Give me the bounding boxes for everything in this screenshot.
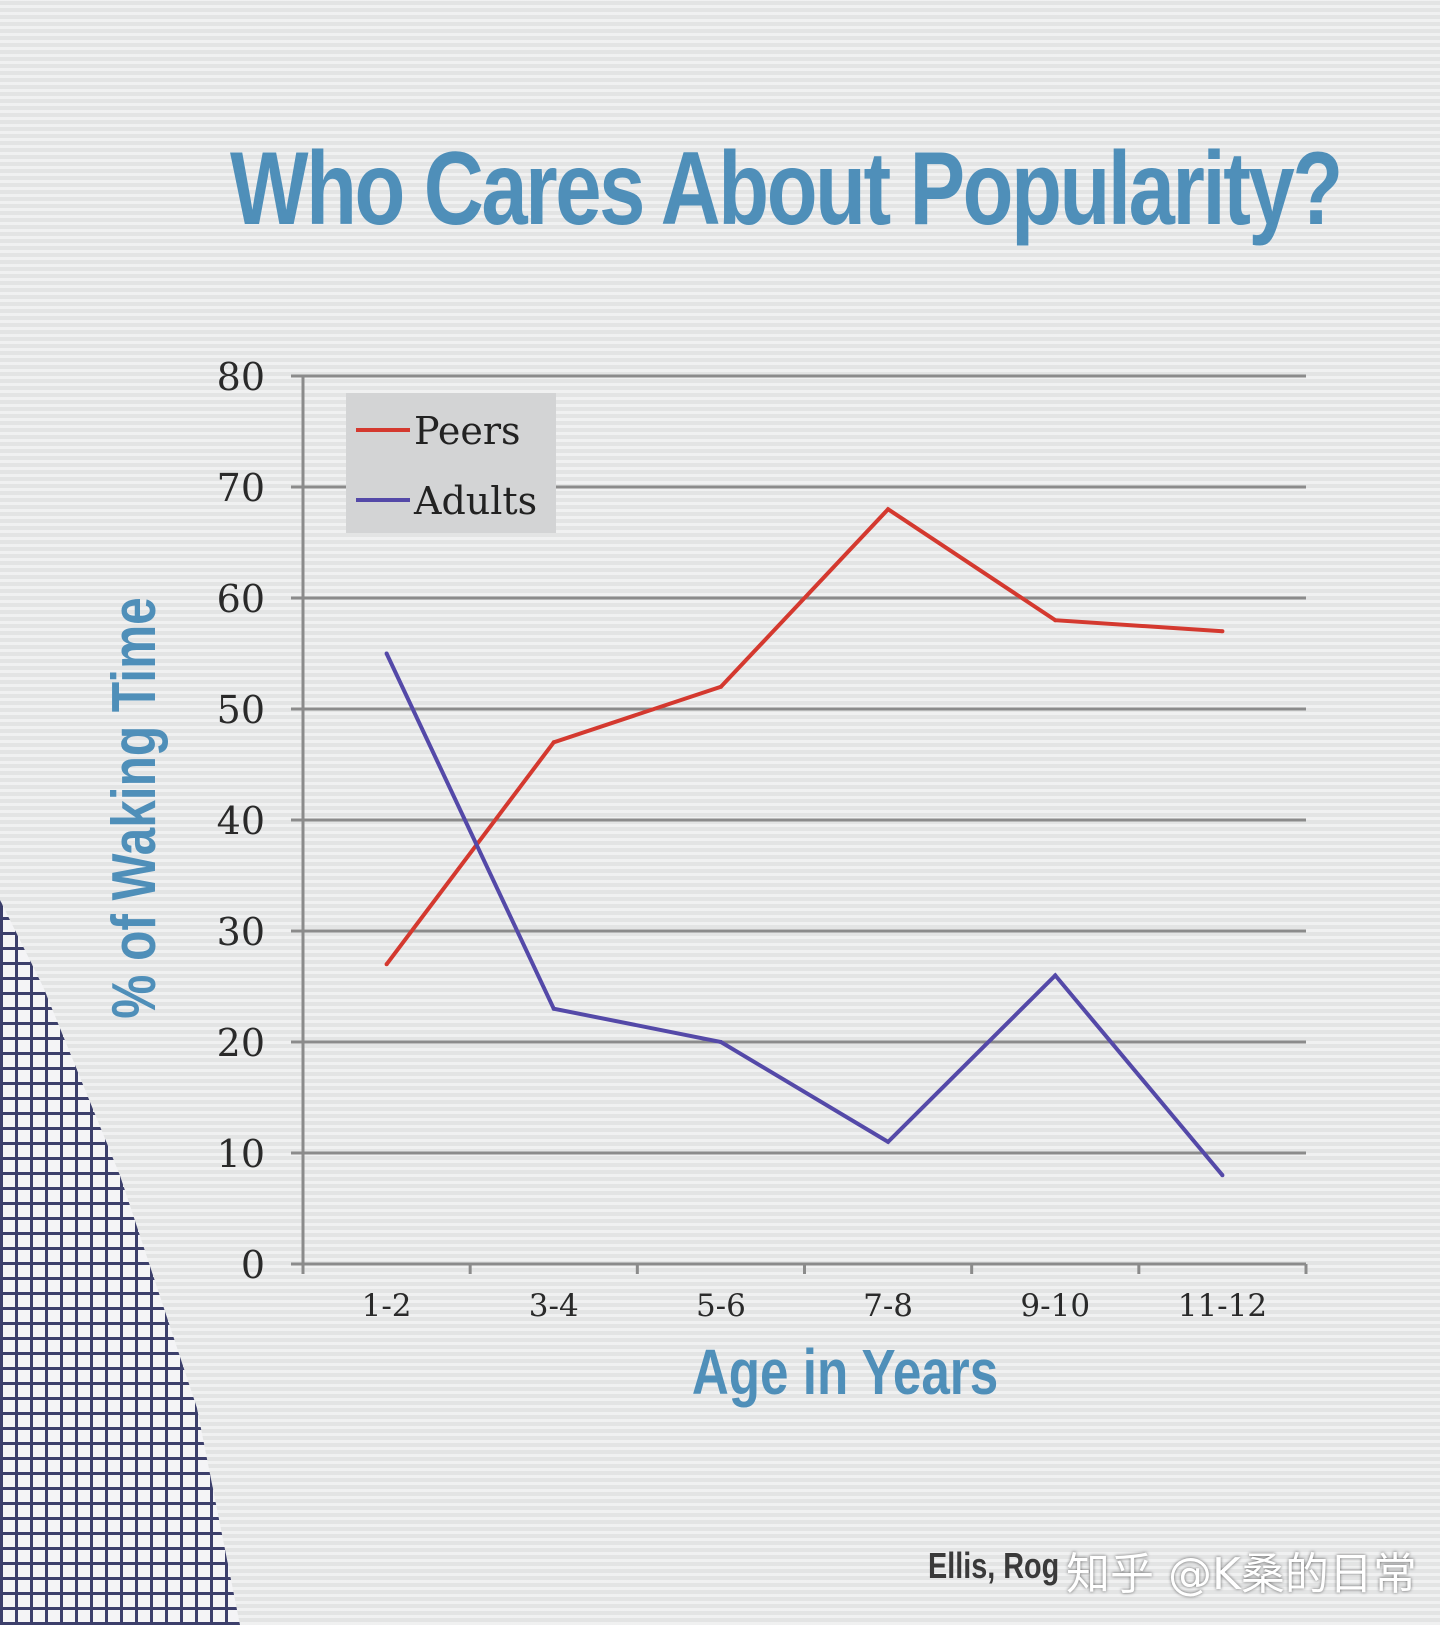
y-tick-label-20: 20 [217, 1021, 265, 1065]
x-tick-label-9-10: 9-10 [1020, 1288, 1090, 1324]
x-tick-label-5-6: 5-6 [696, 1288, 746, 1324]
y-tick-label-80: 80 [217, 355, 265, 399]
series-line-adults [384, 652, 1224, 1177]
y-tick-label-0: 0 [241, 1243, 265, 1287]
y-axis-title: % of Waking Time [99, 597, 169, 1019]
x-tick-label-11-12: 11-12 [1178, 1288, 1267, 1324]
axes [291, 374, 1308, 1274]
legend: Peers Adults [346, 393, 556, 533]
data-point-adults-11-12 [1220, 1173, 1225, 1178]
data-point-peers-5-6 [718, 684, 723, 689]
data-point-peers-9-10 [1053, 618, 1058, 623]
data-point-adults-9-10 [1053, 973, 1058, 978]
x-tick-label-1-2: 1-2 [362, 1288, 412, 1324]
y-tick-label-10: 10 [217, 1132, 265, 1176]
data-point-adults-5-6 [718, 1040, 723, 1044]
data-point-adults-1-2 [384, 651, 389, 656]
series-line-peers [384, 506, 1223, 966]
watermark: 知乎 @K桑的日常 [1066, 1549, 1417, 1600]
legend-background [346, 393, 556, 533]
x-axis-title: Age in Years [692, 1338, 998, 1409]
legend-label-adults: Adults [413, 479, 537, 523]
y-tick-label-30: 30 [217, 910, 265, 954]
data-point-peers-1-2 [384, 962, 389, 967]
data-point-peers-7-8 [886, 507, 891, 512]
citation-credit: Ellis, Rog [928, 1545, 1060, 1586]
y-tick-label-70: 70 [217, 466, 265, 510]
y-tick-label-60: 60 [217, 577, 265, 621]
y-tick-labels: 0 10 20 30 40 50 60 70 80 [217, 355, 265, 1287]
y-tick-label-50: 50 [217, 688, 265, 732]
data-point-peers-3-4 [551, 740, 556, 745]
x-tick-label-7-8: 7-8 [863, 1288, 913, 1324]
legend-label-peers: Peers [414, 409, 521, 453]
data-point-peers-11-12 [1220, 629, 1225, 634]
data-point-adults-7-8 [886, 1139, 891, 1144]
y-tick-label-40: 40 [217, 799, 265, 843]
data-point-adults-3-4 [551, 1006, 556, 1011]
x-tick-label-3-4: 3-4 [529, 1288, 579, 1324]
gridlines [303, 374, 1306, 1155]
x-tick-labels: 1-2 3-4 5-6 7-8 9-10 11-12 [362, 1288, 1267, 1324]
series-lines [384, 506, 1225, 1178]
